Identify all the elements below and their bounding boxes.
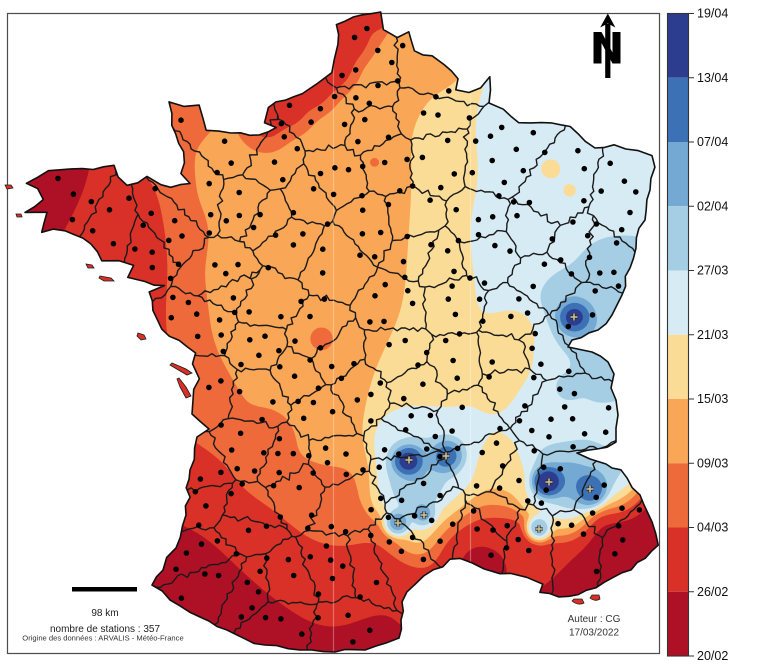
svg-text:07/04: 07/04 — [697, 135, 728, 149]
svg-text:09/03: 09/03 — [697, 456, 728, 470]
svg-text:Origine des données : ARVALIS: Origine des données : ARVALIS - Météo-Fr… — [22, 634, 183, 643]
svg-text:98 km: 98 km — [91, 608, 118, 619]
svg-text:17/03/2022: 17/03/2022 — [569, 628, 619, 639]
svg-text:21/03: 21/03 — [697, 328, 728, 342]
svg-text:26/02: 26/02 — [697, 585, 728, 599]
svg-text:04/03: 04/03 — [697, 521, 728, 535]
svg-text:02/04: 02/04 — [697, 199, 728, 213]
svg-text:15/03: 15/03 — [697, 392, 728, 406]
svg-text:27/03: 27/03 — [697, 264, 728, 278]
svg-text:Auteur : CG: Auteur : CG — [568, 614, 621, 625]
svg-text:13/04: 13/04 — [697, 71, 728, 85]
svg-text:nombre de stations : 357: nombre de stations : 357 — [50, 624, 161, 635]
svg-text:20/02: 20/02 — [697, 649, 728, 663]
svg-text:19/04: 19/04 — [697, 7, 728, 21]
